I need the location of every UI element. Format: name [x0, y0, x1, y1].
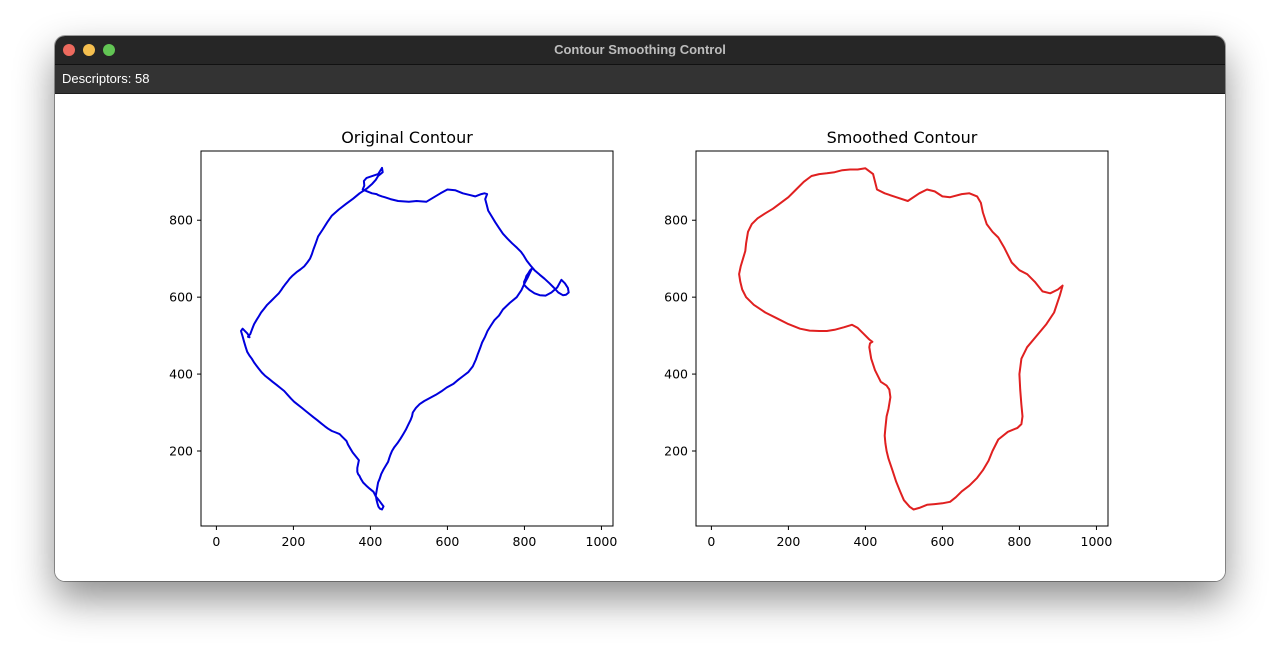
x-tick-label: 0	[212, 534, 220, 549]
chart-smoothed: Smoothed Contour 0 200 400 600 800 1000 200 400 6…	[664, 128, 1112, 549]
title-bar[interactable]: Contour Smoothing Control	[55, 36, 1225, 65]
app-window: Contour Smoothing Control Descriptors: 5…	[55, 36, 1225, 581]
chart-title: Original Contour	[341, 128, 473, 147]
contour-line	[240, 166, 570, 511]
y-tick-label: 400	[169, 367, 193, 382]
matplotlib-figure: Original Contour 0 200 400 600 800 1000 200 400 6…	[169, 128, 1112, 549]
chart-original: Original Contour 0 200 400 600 800 1000 200 400 6…	[169, 128, 617, 549]
close-window-button[interactable]	[63, 44, 75, 56]
x-tick-label: 0	[707, 534, 715, 549]
minimize-window-button[interactable]	[83, 44, 95, 56]
x-tick-label: 800	[513, 534, 537, 549]
x-tick-label: 1000	[1081, 534, 1113, 549]
x-tick-label: 400	[358, 534, 382, 549]
axes-frame	[200, 150, 614, 527]
descriptors-count-label: Descriptors: 58	[62, 71, 150, 86]
y-tick-label: 600	[664, 290, 688, 305]
chart-title: Smoothed Contour	[827, 128, 978, 147]
contour-line	[738, 167, 1064, 511]
y-tick-label: 200	[169, 444, 193, 459]
status-bar: Descriptors: 58	[55, 65, 1225, 94]
y-tick-label: 400	[664, 367, 688, 382]
x-tick-label: 200	[281, 534, 305, 549]
x-tick-label: 200	[776, 534, 800, 549]
y-tick-label: 600	[169, 290, 193, 305]
x-tick-label: 1000	[586, 534, 618, 549]
axes-frame	[695, 150, 1109, 527]
zoom-window-button[interactable]	[103, 44, 115, 56]
x-tick-label: 400	[853, 534, 877, 549]
y-tick-label: 200	[664, 444, 688, 459]
x-tick-label: 600	[931, 534, 955, 549]
x-tick-label: 800	[1008, 534, 1032, 549]
y-tick-label: 800	[664, 213, 688, 228]
figure-canvas: Original Contour 0 200 400 600 800 1000 200 400 6…	[55, 94, 1225, 581]
window-controls	[63, 44, 115, 56]
x-tick-label: 600	[436, 534, 460, 549]
y-tick-label: 800	[169, 213, 193, 228]
window-title: Contour Smoothing Control	[554, 42, 726, 57]
